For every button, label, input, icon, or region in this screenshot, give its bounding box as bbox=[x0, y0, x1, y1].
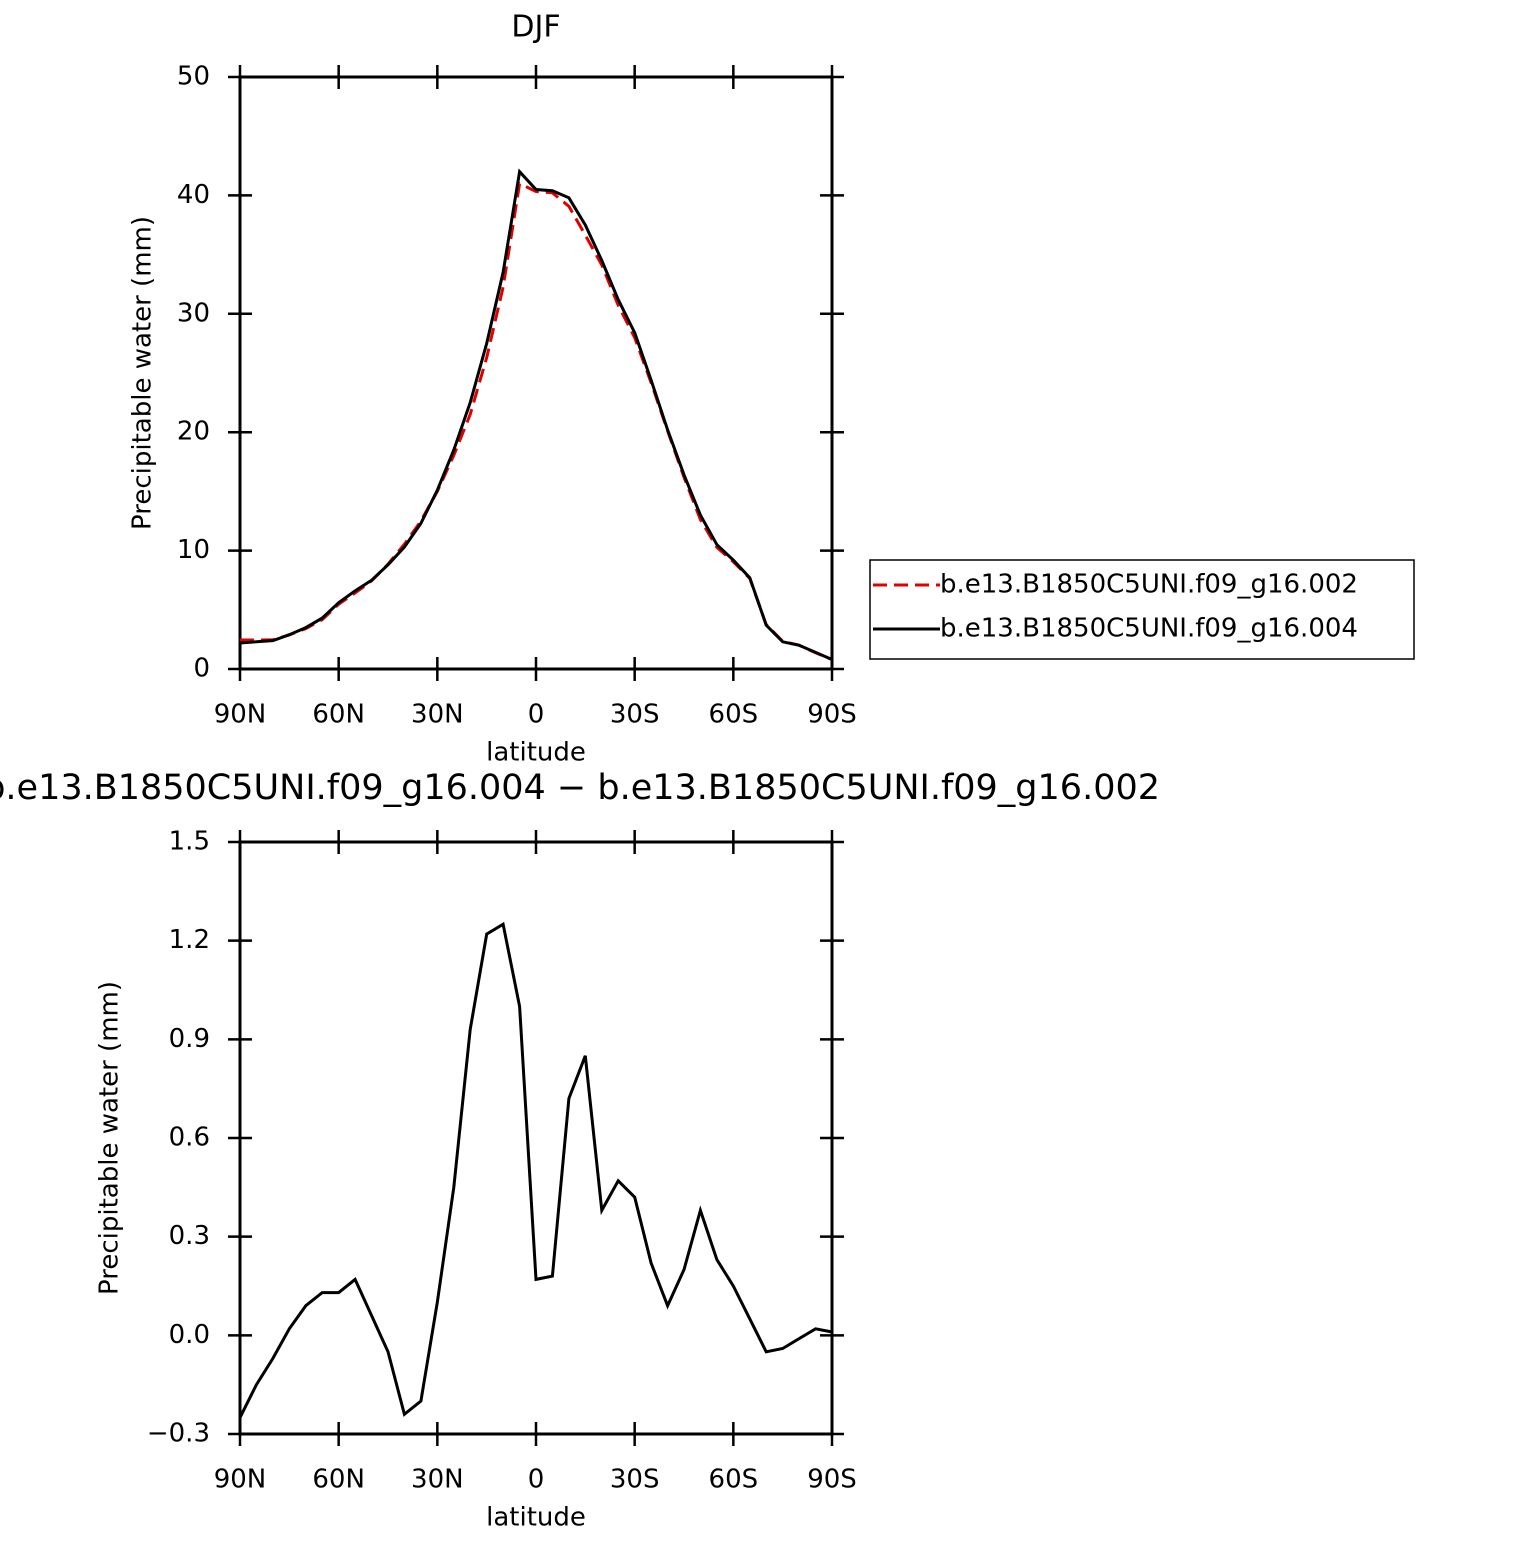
chart-title: b.e13.B1850C5UNI.f09_g16.004 − b.e13.B18… bbox=[0, 768, 1160, 808]
y-tick-label: 0.3 bbox=[169, 1221, 210, 1251]
chart-title: DJF bbox=[511, 10, 560, 45]
y-tick-label: 1.5 bbox=[169, 827, 210, 857]
y-tick-label: 0.9 bbox=[169, 1024, 210, 1054]
x-tick-label: 60N bbox=[312, 1465, 365, 1495]
legend-box bbox=[869, 559, 1415, 660]
x-tick-label: 90S bbox=[807, 700, 857, 730]
x-tick-label: 0 bbox=[528, 700, 545, 730]
data-line bbox=[240, 181, 833, 661]
legend-label: b.e13.B1850C5UNI.f09_g16.002 bbox=[940, 570, 1358, 600]
data-line bbox=[238, 921, 833, 1419]
plot-frame bbox=[238, 840, 834, 1436]
y-tick-label: 0 bbox=[193, 654, 210, 684]
x-tick-label: 0 bbox=[528, 1465, 545, 1495]
x-tick-label: 60N bbox=[312, 700, 365, 730]
x-tick-label: 90N bbox=[214, 700, 267, 730]
data-line bbox=[239, 168, 833, 661]
y-tick-label: 20 bbox=[177, 417, 210, 447]
y-tick-label: 40 bbox=[177, 180, 210, 210]
y-tick-label: 50 bbox=[177, 62, 210, 92]
y-tick-label: 0.0 bbox=[169, 1320, 210, 1350]
x-tick-label: 30S bbox=[610, 1465, 660, 1495]
y-tick-label: 10 bbox=[177, 535, 210, 565]
x-tick-label: 30S bbox=[610, 700, 660, 730]
y-tick-label: 30 bbox=[177, 298, 210, 328]
y-axis-label: Precipitable water (mm) bbox=[128, 216, 158, 530]
x-tick-label: 60S bbox=[709, 1465, 759, 1495]
x-axis-label: latitude bbox=[486, 738, 586, 768]
y-tick-label: 0.6 bbox=[169, 1123, 210, 1153]
x-axis-label: latitude bbox=[486, 1503, 586, 1533]
x-tick-label: 90S bbox=[807, 1465, 857, 1495]
x-tick-label: 30N bbox=[411, 1465, 464, 1495]
y-tick-label: −0.3 bbox=[147, 1419, 210, 1449]
x-tick-label: 90N bbox=[214, 1465, 267, 1495]
y-tick-label: 1.2 bbox=[169, 925, 210, 955]
x-tick-label: 30N bbox=[411, 700, 464, 730]
plot-frame bbox=[238, 75, 834, 671]
x-tick-label: 60S bbox=[709, 700, 759, 730]
legend-label: b.e13.B1850C5UNI.f09_g16.004 bbox=[940, 614, 1358, 644]
y-axis-label: Precipitable water (mm) bbox=[95, 981, 125, 1295]
